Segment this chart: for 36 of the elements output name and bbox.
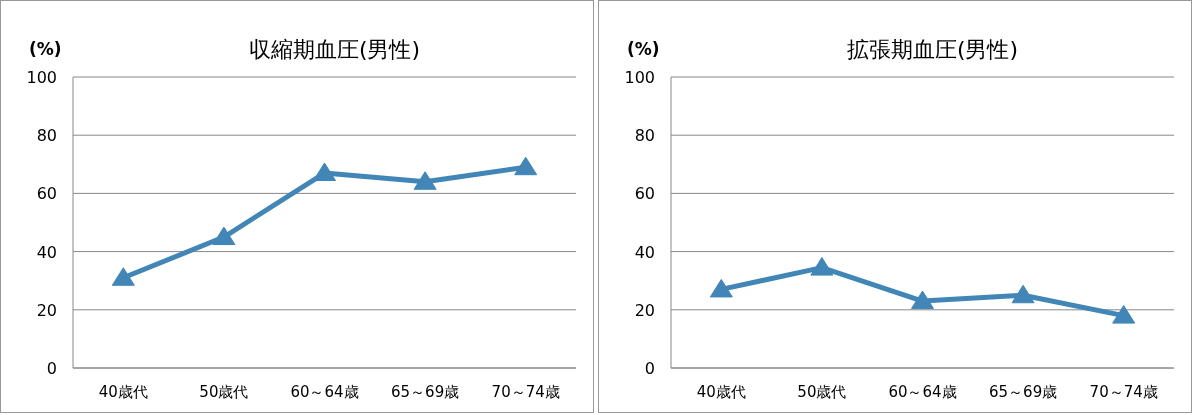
point	[413, 171, 437, 190]
y-axis-title: (%)	[627, 39, 660, 59]
y-tick-label: 100	[26, 68, 57, 87]
x-tick-label: 50歳代	[199, 383, 249, 401]
y-tick-label: 80	[634, 126, 655, 146]
y-tick-label: 60	[36, 184, 57, 204]
x-tick-label: 40歳代	[98, 383, 148, 401]
y-tick-label: 60	[634, 184, 655, 204]
point	[810, 257, 834, 276]
x-tick-label: 60～64歳	[888, 383, 957, 401]
point	[111, 267, 135, 286]
x-tick-label: 50歳代	[797, 383, 847, 401]
chart-title: 収縮期血圧(男性)	[248, 37, 421, 62]
point	[514, 156, 538, 176]
x-tick-label: 65～69歳	[989, 383, 1058, 401]
x-tick-label: 70～74歳	[1089, 383, 1158, 401]
point	[1112, 305, 1136, 324]
y-axis-title: (%)	[29, 39, 62, 59]
y-tick-label: 0	[644, 359, 655, 378]
y-tick-label: 40	[634, 242, 655, 262]
point	[212, 226, 236, 246]
y-tick-label: 20	[36, 300, 57, 320]
point	[709, 278, 733, 298]
point	[313, 162, 336, 182]
y-tick-label: 80	[36, 126, 57, 146]
point	[1011, 284, 1035, 304]
chart-title: 拡張期血圧(男性)	[846, 37, 1019, 62]
point	[911, 290, 934, 310]
y-tick-label: 20	[634, 300, 655, 320]
x-tick-label: 70～74歳	[491, 383, 560, 401]
x-tick-label: 60～64歳	[290, 383, 359, 401]
y-tick-label: 100	[624, 68, 655, 87]
y-tick-label: 40	[36, 242, 57, 262]
y-tick-label: 0	[46, 359, 57, 378]
x-tick-label: 40歳代	[696, 383, 746, 401]
x-tick-label: 65～69歳	[391, 383, 460, 401]
